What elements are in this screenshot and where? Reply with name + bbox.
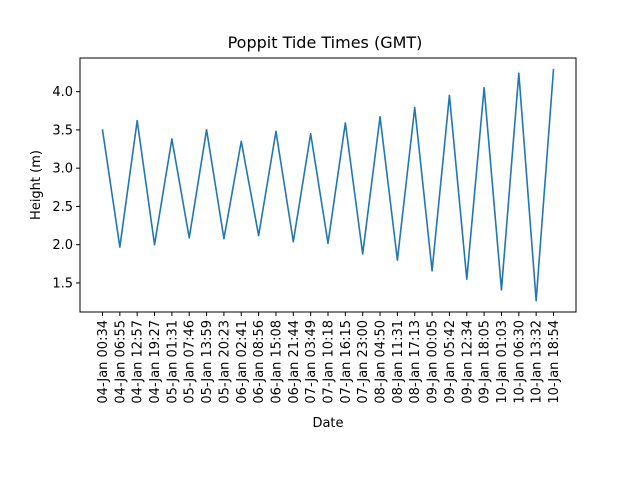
x-tick-label: 06-Jan 08:56 [252, 320, 267, 404]
data-point [292, 240, 295, 243]
x-tick-label: 07-Jan 23:00 [356, 320, 371, 404]
data-point [379, 116, 381, 118]
x-tick-label: 10-Jan 13:32 [530, 320, 545, 404]
x-axis-label: Date [312, 416, 343, 431]
data-point [483, 87, 485, 89]
x-tick-label: 10-Jan 01:03 [495, 320, 510, 404]
x-tick-label: 09-Jan 00:05 [426, 320, 441, 404]
x-tick-label: 07-Jan 16:15 [339, 320, 354, 404]
x-tick-label: 06-Jan 02:41 [235, 320, 250, 404]
data-point [552, 68, 555, 71]
data-point [171, 138, 173, 140]
x-axis-ticks: 04-Jan 00:34 04-Jan 06:55 04-Jan 12:57 04-J… [96, 312, 562, 404]
y-tick-label: 1.5 [52, 276, 73, 291]
y-tick-label: 2.0 [52, 238, 73, 253]
x-tick-label: 04-Jan 06:55 [113, 320, 128, 404]
data-point [275, 130, 277, 133]
data-point [240, 140, 243, 143]
data-point [205, 129, 208, 131]
data-point [136, 119, 138, 122]
x-tick-label: 09-Jan 18:05 [478, 320, 493, 404]
data-point [101, 129, 104, 131]
y-tick-label: 3.0 [52, 162, 73, 177]
y-tick-label: 4.0 [52, 85, 73, 100]
x-tick-label: 05-Jan 07:46 [183, 320, 198, 404]
data-point [188, 236, 191, 239]
data-point [344, 122, 347, 124]
data-point [413, 106, 416, 109]
y-axis-ticks: 1.5 2.0 2.5 3.0 3.5 4.0 [52, 85, 80, 291]
data-point [223, 237, 225, 240]
x-tick-label: 08-Jan 17:13 [408, 320, 423, 404]
x-tick-label: 09-Jan 05:42 [443, 320, 458, 404]
x-tick-label: 04-Jan 19:27 [148, 320, 163, 404]
x-tick-label: 04-Jan 00:34 [96, 320, 111, 404]
data-point [257, 234, 260, 237]
x-tick-label: 06-Jan 21:44 [287, 320, 302, 404]
x-tick-label: 10-Jan 18:54 [547, 320, 562, 404]
data-point [361, 253, 364, 255]
y-axis-label: Height (m) [29, 150, 44, 220]
x-tick-label: 07-Jan 10:18 [322, 320, 337, 404]
x-tick-label: 05-Jan 20:23 [217, 320, 232, 404]
data-point [518, 72, 520, 75]
data-point [119, 246, 121, 248]
x-tick-label: 08-Jan 11:31 [391, 320, 406, 404]
data-point [153, 243, 156, 246]
x-tick-label: 05-Jan 13:59 [200, 320, 215, 404]
x-tick-label: 06-Jan 15:08 [269, 320, 284, 404]
data-point [396, 259, 399, 261]
chart-title: Poppit Tide Times (GMT) [228, 33, 423, 52]
x-tick-label: 10-Jan 06:30 [512, 320, 527, 404]
x-tick-label: 04-Jan 12:57 [131, 320, 146, 404]
data-point [309, 132, 312, 135]
y-tick-label: 3.5 [52, 123, 73, 138]
x-tick-label: 09-Jan 12:34 [460, 320, 475, 404]
data-point [535, 299, 537, 302]
x-tick-label: 05-Jan 01:31 [165, 320, 180, 404]
data-point [327, 242, 329, 244]
x-tick-label: 08-Jan 04:50 [374, 320, 389, 404]
y-tick-label: 2.5 [52, 200, 73, 215]
data-point [500, 289, 503, 291]
data-point [448, 94, 451, 97]
data-point [465, 278, 468, 280]
data-point [431, 269, 433, 272]
x-tick-label: 07-Jan 03:49 [304, 320, 319, 404]
